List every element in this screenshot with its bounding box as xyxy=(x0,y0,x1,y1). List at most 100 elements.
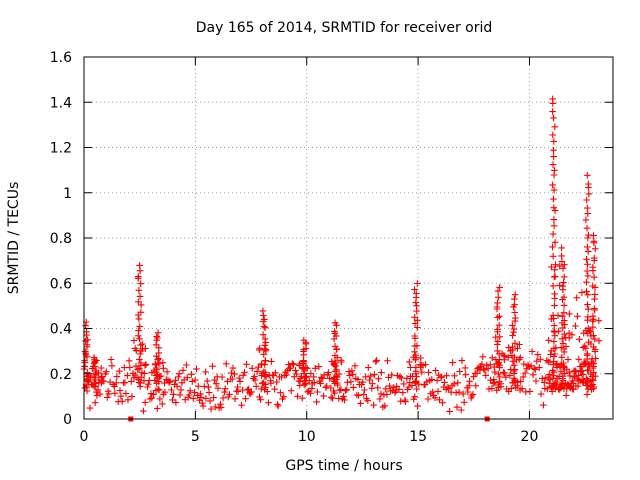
data-point xyxy=(141,370,148,377)
data-point xyxy=(559,375,566,382)
data-point xyxy=(262,339,269,346)
data-point xyxy=(331,319,339,327)
data-point xyxy=(584,313,592,321)
data-point xyxy=(590,385,597,392)
data-point xyxy=(495,294,502,301)
data-point xyxy=(557,344,565,351)
data-point xyxy=(135,327,142,334)
data-point xyxy=(201,383,208,390)
data-point xyxy=(347,378,355,386)
data-point xyxy=(261,335,269,343)
data-point xyxy=(450,380,458,388)
data-point xyxy=(190,395,197,402)
data-point xyxy=(458,357,466,364)
data-point xyxy=(528,348,536,355)
data-point xyxy=(496,373,503,381)
data-point xyxy=(134,366,142,373)
data-point xyxy=(551,328,558,336)
data-point xyxy=(559,313,566,320)
data-point xyxy=(514,345,521,352)
data-point xyxy=(242,395,249,402)
data-point xyxy=(337,357,345,364)
data-point xyxy=(576,336,583,343)
data-point xyxy=(457,406,465,414)
y-tick-label: 0.2 xyxy=(50,367,72,383)
data-point xyxy=(154,385,162,393)
data-point xyxy=(494,326,501,333)
data-point xyxy=(546,380,553,387)
data-point xyxy=(319,375,327,382)
data-point xyxy=(560,273,568,281)
data-point xyxy=(438,373,445,381)
data-point xyxy=(289,360,296,367)
data-point xyxy=(359,378,366,386)
data-point xyxy=(354,376,362,383)
data-point xyxy=(199,399,206,407)
data-point xyxy=(591,305,598,312)
data-point xyxy=(533,357,541,365)
data-point xyxy=(124,396,132,404)
data-point xyxy=(95,376,103,384)
data-point xyxy=(559,265,567,272)
data-point xyxy=(504,354,512,361)
data-point xyxy=(126,364,134,371)
data-point xyxy=(219,394,227,402)
data-point xyxy=(205,389,213,396)
data-point xyxy=(513,356,520,364)
data-point xyxy=(217,404,225,411)
data-point xyxy=(583,391,591,398)
data-point xyxy=(551,273,559,280)
data-point xyxy=(544,385,551,393)
data-point xyxy=(274,402,282,410)
data-point xyxy=(434,388,442,395)
data-point xyxy=(331,378,338,385)
data-point xyxy=(441,379,448,386)
data-point xyxy=(166,378,174,385)
data-point xyxy=(111,383,118,390)
data-point xyxy=(491,379,498,386)
data-point xyxy=(516,341,523,348)
data-point xyxy=(431,394,439,402)
data-point xyxy=(558,354,566,361)
data-point xyxy=(583,288,590,295)
data-point xyxy=(349,371,357,378)
data-point xyxy=(136,335,143,343)
data-point xyxy=(559,340,567,347)
data-point xyxy=(411,314,418,321)
data-point xyxy=(584,350,591,358)
data-point xyxy=(122,390,130,397)
data-point xyxy=(551,266,558,274)
data-point xyxy=(582,216,590,224)
data-point xyxy=(229,364,237,372)
data-point xyxy=(108,362,116,370)
data-point xyxy=(81,357,88,364)
data-point xyxy=(408,382,416,389)
data-point xyxy=(548,315,555,323)
data-point xyxy=(551,123,559,131)
data-point xyxy=(472,382,480,390)
data-point xyxy=(494,314,501,321)
data-point xyxy=(589,263,597,271)
data-point xyxy=(368,385,376,392)
data-point xyxy=(153,333,160,340)
data-point xyxy=(584,234,592,242)
data-point xyxy=(521,369,529,377)
data-point xyxy=(189,378,196,385)
data-point xyxy=(137,373,145,381)
data-point xyxy=(348,367,356,375)
data-point xyxy=(456,368,463,375)
data-point xyxy=(494,287,502,295)
data-point xyxy=(585,305,592,313)
data-point xyxy=(589,323,597,331)
data-point xyxy=(365,364,372,371)
data-point xyxy=(583,224,591,232)
data-point xyxy=(325,369,332,376)
data-point xyxy=(259,307,267,315)
data-point xyxy=(529,371,537,379)
data-point xyxy=(91,374,99,382)
data-point xyxy=(549,131,556,139)
data-point xyxy=(191,389,198,396)
data-point xyxy=(555,327,562,335)
data-point xyxy=(124,372,131,379)
data-point xyxy=(492,333,499,341)
